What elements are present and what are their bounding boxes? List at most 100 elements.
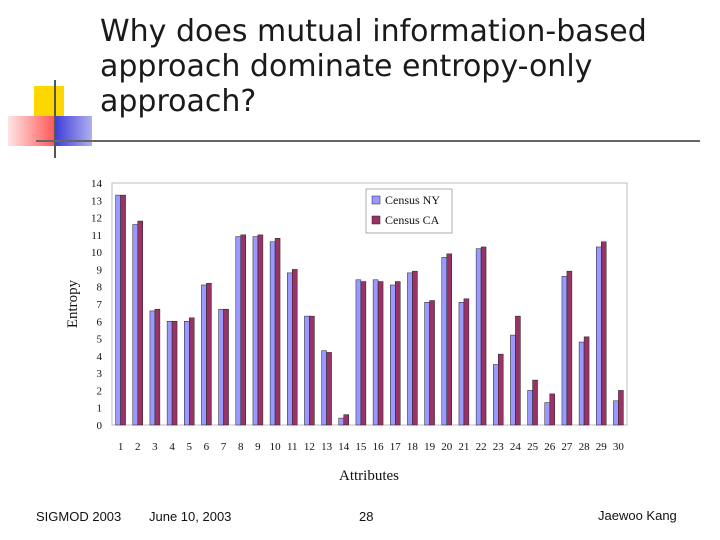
bar-census-ca-22 — [480, 246, 487, 426]
bar-census-ca-11 — [292, 269, 298, 426]
y-tick-label: 6 — [97, 316, 103, 328]
slide-title: Why does mutual information-based approa… — [100, 14, 647, 119]
x-tick-label: 25 — [527, 441, 539, 453]
footer-date: June 10, 2003 — [149, 509, 232, 524]
y-tick-label: 12 — [91, 213, 102, 225]
bar-census-ny-13 — [321, 350, 327, 426]
bar-census-ny-1 — [115, 194, 121, 426]
bar-census-ny-20 — [441, 257, 447, 426]
bar-census-ca-29 — [601, 241, 607, 426]
bar-census-ca-20 — [446, 253, 452, 426]
x-tick-label: 19 — [424, 441, 436, 453]
y-tick-label: 13 — [91, 195, 103, 207]
bar-census-ca-8 — [240, 234, 246, 426]
bar-census-ca-24 — [515, 315, 521, 426]
y-tick-label: 14 — [91, 178, 103, 190]
y-tick-label: 2 — [97, 385, 103, 397]
footer-venue: SIGMOD 2003 — [36, 509, 122, 524]
bar-census-ca-17 — [395, 281, 401, 426]
y-tick-label: 5 — [97, 334, 103, 346]
y-tick-label: 1 — [97, 403, 103, 415]
bar-census-ny-19 — [424, 302, 430, 426]
legend-label-census-ny: Census NY — [385, 193, 440, 207]
bar-census-ca-10 — [274, 238, 281, 426]
x-tick-label: 13 — [321, 441, 333, 453]
deco-yellow-block — [34, 86, 64, 120]
bar-census-ca-13 — [326, 352, 332, 426]
bar-census-ny-18 — [407, 272, 413, 426]
legend-swatch-census-ca — [371, 215, 381, 225]
bar-census-ny-22 — [475, 248, 482, 426]
x-tick-label: 10 — [270, 441, 282, 453]
bar-census-ca-27 — [566, 270, 573, 426]
y-tick-label: 11 — [91, 230, 102, 242]
deco-horizontal-line — [36, 140, 700, 142]
x-tick-label: 6 — [204, 441, 210, 453]
x-tick-label: 22 — [476, 441, 487, 453]
y-axis-label: Entropy — [65, 279, 81, 328]
bar-census-ca-9 — [257, 234, 264, 426]
legend-label-census-ca: Census CA — [385, 213, 440, 227]
x-tick-label: 11 — [287, 441, 298, 453]
bar-census-ca-1 — [120, 194, 126, 426]
bar-census-ny-26 — [544, 402, 551, 426]
x-tick-label: 17 — [390, 441, 402, 453]
bar-census-ny-29 — [596, 246, 602, 426]
x-tick-label: 7 — [221, 441, 227, 453]
y-tick-label: 0 — [97, 420, 103, 432]
bar-census-ny-5 — [184, 321, 190, 426]
bar-census-ny-16 — [372, 279, 379, 426]
x-tick-label: 24 — [510, 441, 522, 453]
bar-census-ny-6 — [201, 284, 207, 426]
x-tick-label: 9 — [255, 441, 261, 453]
x-tick-label: 16 — [373, 441, 385, 453]
x-tick-label: 1 — [118, 441, 124, 453]
x-tick-label: 3 — [152, 441, 158, 453]
bar-census-ca-14 — [343, 414, 349, 426]
bar-census-ca-15 — [360, 281, 367, 426]
x-tick-label: 14 — [338, 441, 350, 453]
bar-census-ca-6 — [206, 283, 212, 426]
x-tick-label: 12 — [304, 441, 315, 453]
y-tick-label: 4 — [97, 351, 103, 363]
y-tick-label: 3 — [97, 368, 103, 380]
bar-census-ny-8 — [235, 236, 242, 426]
footer-page-number: 28 — [359, 509, 374, 524]
bar-census-ca-12 — [309, 315, 315, 426]
footer-author: Jaewoo Kang — [598, 508, 677, 523]
bar-census-ny-2 — [132, 224, 139, 426]
bar-census-ny-25 — [527, 390, 533, 426]
bar-census-ny-3 — [149, 310, 156, 426]
bar-census-ny-23 — [493, 364, 499, 426]
bar-census-ca-23 — [498, 353, 504, 426]
y-tick-label: 9 — [97, 264, 103, 276]
x-tick-label: 8 — [238, 441, 244, 453]
bar-census-ny-17 — [390, 284, 396, 426]
bar-census-ca-7 — [223, 308, 229, 426]
plot-area — [111, 182, 628, 426]
bar-census-ca-4 — [171, 321, 178, 426]
bar-census-ny-7 — [218, 308, 224, 426]
x-tick-label: 15 — [355, 441, 367, 453]
bar-census-ca-19 — [429, 300, 435, 426]
bar-census-ny-30 — [613, 400, 619, 426]
bar-census-ny-11 — [287, 272, 293, 426]
bar-census-ny-28 — [578, 341, 585, 426]
x-tick-label: 28 — [579, 441, 591, 453]
bar-census-ny-24 — [510, 334, 516, 426]
bar-census-ny-4 — [166, 321, 173, 426]
x-tick-label: 29 — [596, 441, 608, 453]
bar-census-ny-10 — [269, 241, 276, 426]
x-tick-label: 21 — [458, 441, 469, 453]
y-tick-label: 10 — [91, 247, 103, 259]
bar-census-ca-21 — [463, 298, 470, 426]
x-axis-label: Attributes — [339, 468, 399, 484]
x-tick-label: 4 — [169, 441, 175, 453]
bar-census-ca-18 — [412, 270, 418, 426]
bar-census-ny-12 — [304, 315, 310, 426]
bar-census-ca-26 — [549, 393, 555, 426]
x-tick-label: 2 — [135, 441, 141, 453]
y-tick-label: 7 — [97, 299, 103, 311]
bar-census-ny-21 — [458, 302, 465, 426]
